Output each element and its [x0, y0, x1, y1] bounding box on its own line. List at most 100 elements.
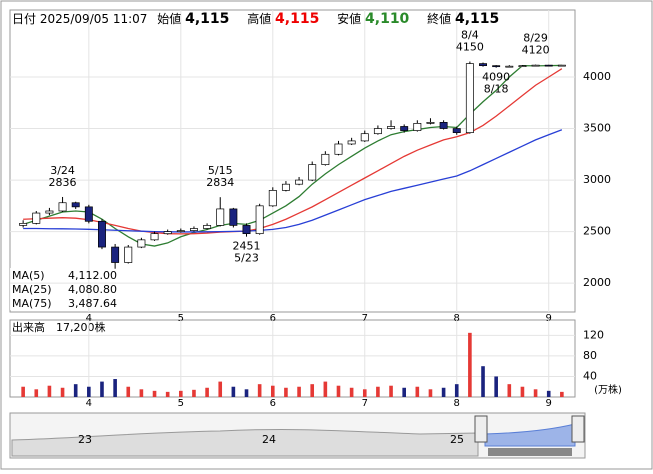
candle-body [439, 121, 448, 129]
close-value: 4,115 [454, 11, 500, 27]
navigator-label: 25 [450, 433, 464, 446]
candle-body [242, 225, 251, 235]
volume-bar [468, 332, 472, 397]
price-pane [9, 9, 576, 313]
volume-bar [257, 384, 262, 397]
candle-body [452, 128, 461, 134]
volume-bar [323, 381, 328, 397]
candle-body [544, 64, 553, 67]
candle-body [216, 208, 225, 226]
x-tick-label: 4 [86, 313, 92, 324]
ma-line [23, 129, 563, 233]
volume-bar [21, 386, 25, 397]
navigator-handle[interactable] [474, 415, 488, 443]
x-tick-label: 9 [546, 398, 552, 409]
volume-bar [402, 387, 406, 397]
volume-pane [9, 319, 576, 398]
y-tick-label: 4000 [583, 70, 611, 83]
volume-bar [560, 391, 564, 397]
candle-body [189, 228, 198, 231]
candle-body [281, 183, 290, 191]
volume-bar [376, 386, 380, 397]
navigator-handle[interactable] [571, 415, 585, 443]
volume-bar [297, 386, 301, 397]
candle-body [308, 164, 317, 181]
candle-body [426, 121, 435, 124]
y-tick-label: 120 [583, 328, 604, 341]
legend-value: 4,080.80 [68, 283, 117, 296]
volume-title: 出来高 17,200株 [12, 320, 106, 334]
candle-body [111, 246, 120, 263]
candle-body [373, 128, 382, 135]
x-tick-label: 6 [270, 398, 276, 409]
candle-body [137, 239, 146, 248]
annotation-date: 5/15 [208, 164, 233, 177]
volume-bar [349, 387, 354, 397]
annotation-price: 5/23 [234, 252, 259, 265]
volume-bar [126, 386, 131, 397]
candle-body [347, 140, 356, 145]
legend-label: MA(75) [12, 297, 52, 310]
annotation-date: 8/4 [461, 29, 479, 42]
y-tick-label: 40 [583, 369, 597, 382]
volume-bar [139, 389, 144, 397]
annotation-price: 4120 [522, 44, 550, 57]
x-tick-label: 8 [454, 313, 460, 324]
x-tick-label: 4 [86, 398, 92, 409]
legend-label: MA(25) [12, 283, 52, 296]
volume-bar [362, 389, 367, 397]
volume-bar [100, 381, 104, 397]
legend [10, 268, 118, 310]
y-tick-label: 3500 [583, 122, 611, 135]
legend-value: 3,487.64 [68, 297, 117, 310]
candle-body [557, 64, 566, 67]
x-tick-label: 9 [546, 313, 552, 324]
annotation-date: 2451 [233, 240, 261, 253]
candle-body [518, 65, 527, 68]
volume-bar [152, 390, 157, 397]
volume-bar [165, 391, 170, 397]
candle-body [84, 206, 93, 222]
volume-bar [415, 386, 420, 397]
volume-bar [113, 379, 117, 397]
candle-body [479, 63, 487, 67]
volume-bar [454, 384, 459, 397]
candle-body [505, 65, 514, 68]
volume-bar [284, 387, 288, 397]
candle-body [295, 179, 304, 185]
volume-bar [494, 376, 498, 397]
volume-bar [389, 385, 393, 397]
candle-body [98, 220, 106, 248]
datetime: 2025/09/05 11:07 [39, 12, 148, 26]
candle-body [163, 231, 172, 235]
annotation-price: 8/18 [484, 83, 509, 96]
candle-body [400, 126, 409, 131]
volume-bar [73, 384, 78, 397]
header: 日付 2025/09/05 11:07 始値 4,115 高値 4,115 安値… [12, 10, 513, 27]
candle-body [176, 230, 185, 232]
legend-label: MA(5) [12, 269, 45, 282]
y-tick-label: 2500 [583, 225, 611, 238]
candle-body [124, 246, 133, 263]
low-value: 4,110 [365, 11, 410, 27]
candle-body [360, 133, 369, 142]
candle-body [387, 126, 396, 129]
y-tick-label: 2000 [583, 276, 611, 289]
volume-bar [87, 386, 91, 397]
candle-body [203, 225, 212, 229]
navigator-label: 24 [262, 433, 276, 446]
candle-body [465, 63, 474, 134]
annotation-date: 4090 [482, 71, 510, 84]
candle-body [255, 205, 264, 235]
x-tick-label: 5 [178, 313, 184, 324]
candle-body [58, 202, 67, 212]
volume-bar [205, 387, 209, 397]
volume-bar [310, 384, 315, 397]
volume-bar [336, 385, 341, 397]
candle-body [71, 202, 80, 208]
volume-bar [507, 384, 512, 397]
navigator-scrollbar[interactable] [488, 448, 572, 456]
volume-bar [481, 366, 485, 397]
x-tick-label: 8 [454, 398, 460, 409]
candle-body [334, 143, 343, 155]
